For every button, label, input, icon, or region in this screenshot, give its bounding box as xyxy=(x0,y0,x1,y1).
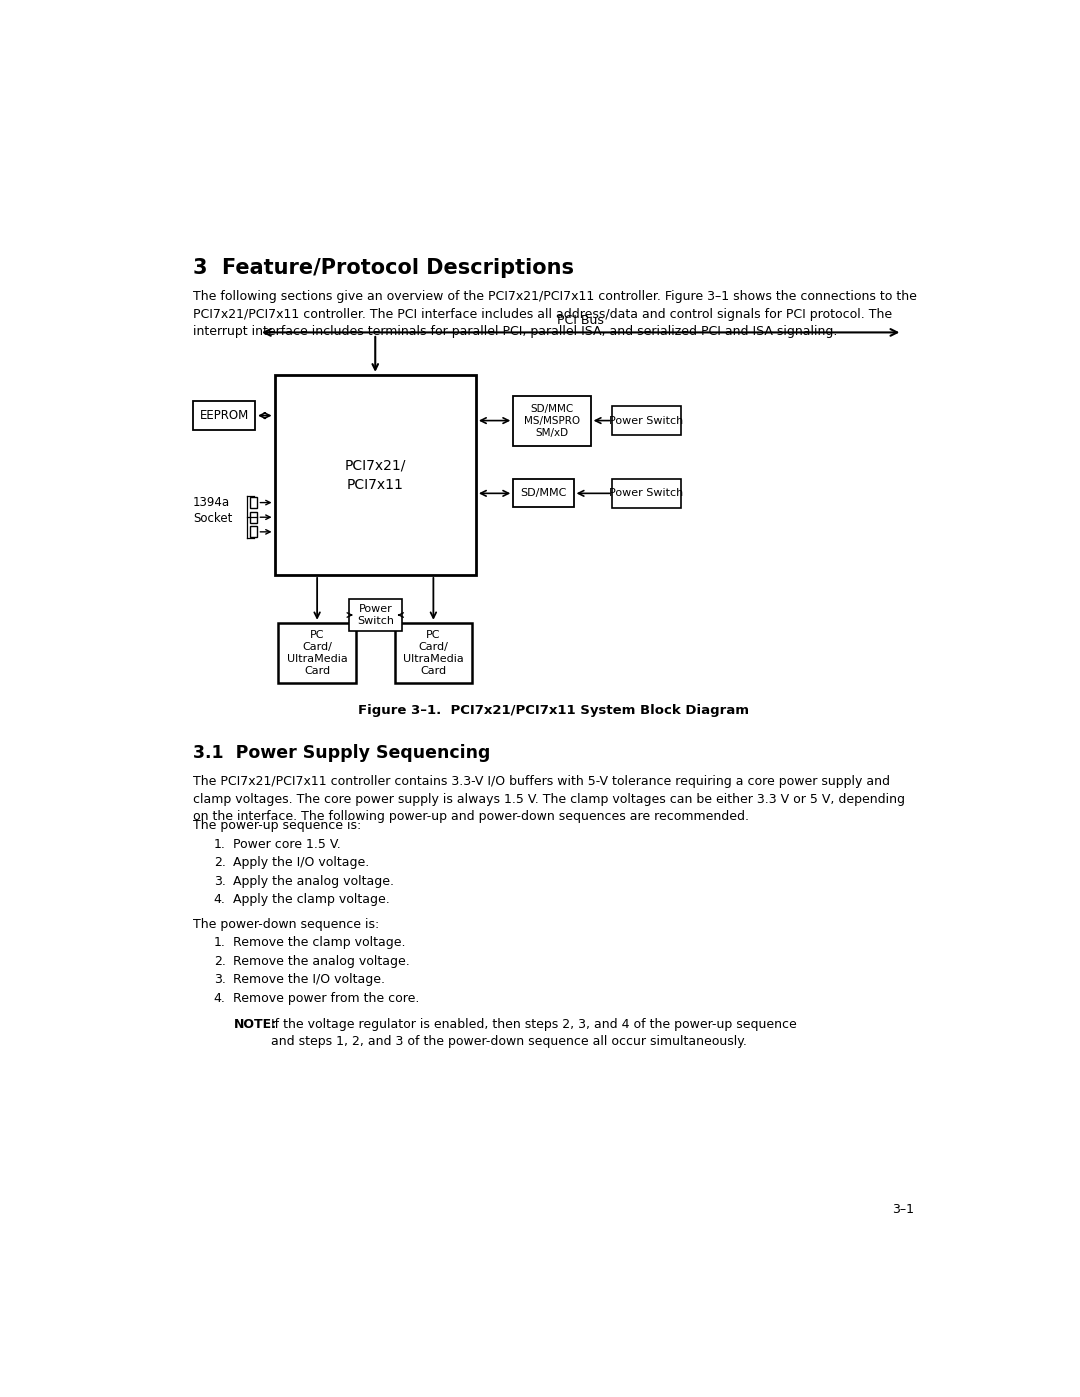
Text: 1.: 1. xyxy=(214,838,226,851)
Text: NOTE:: NOTE: xyxy=(233,1018,276,1031)
Text: 3  Feature/Protocol Descriptions: 3 Feature/Protocol Descriptions xyxy=(193,257,575,278)
Bar xyxy=(249,497,257,509)
Text: 3–1: 3–1 xyxy=(892,1203,914,1217)
Text: Figure 3–1.  PCI7x21/PCI7x11 System Block Diagram: Figure 3–1. PCI7x21/PCI7x11 System Block… xyxy=(357,704,750,717)
Text: 2.: 2. xyxy=(214,954,226,968)
Bar xyxy=(249,511,257,522)
Text: 1394a
Socket: 1394a Socket xyxy=(193,496,232,525)
Text: 3.1  Power Supply Sequencing: 3.1 Power Supply Sequencing xyxy=(193,745,490,763)
Text: 4.: 4. xyxy=(214,992,226,1004)
Bar xyxy=(279,623,356,683)
Text: PC
Card/
UltraMedia
Card: PC Card/ UltraMedia Card xyxy=(403,630,463,676)
Bar xyxy=(513,479,573,507)
Text: Power
Switch: Power Switch xyxy=(356,604,394,626)
Bar xyxy=(612,479,680,509)
Text: Remove the I/O voltage.: Remove the I/O voltage. xyxy=(233,974,386,986)
Bar xyxy=(349,599,402,631)
Text: PC
Card/
UltraMedia
Card: PC Card/ UltraMedia Card xyxy=(287,630,348,676)
Text: Apply the I/O voltage.: Apply the I/O voltage. xyxy=(233,856,369,869)
Text: PCI7x21/
PCI7x11: PCI7x21/ PCI7x11 xyxy=(345,458,406,492)
Text: Power core 1.5 V.: Power core 1.5 V. xyxy=(233,838,341,851)
Text: 4.: 4. xyxy=(214,893,226,907)
Bar xyxy=(612,407,680,436)
Text: SD/MMC: SD/MMC xyxy=(521,489,567,499)
Text: 3.: 3. xyxy=(214,974,226,986)
Text: SD/MMC
MS/MSPRO
SM/xD: SD/MMC MS/MSPRO SM/xD xyxy=(524,404,580,437)
Text: Power Switch: Power Switch xyxy=(609,489,684,499)
Text: Apply the analog voltage.: Apply the analog voltage. xyxy=(233,875,394,887)
Text: The following sections give an overview of the PCI7x21/PCI7x11 controller. Figur: The following sections give an overview … xyxy=(193,291,917,338)
Text: PCI Bus: PCI Bus xyxy=(557,314,604,327)
Text: The power-up sequence is:: The power-up sequence is: xyxy=(193,819,362,833)
Bar xyxy=(193,401,255,430)
Text: The power-down sequence is:: The power-down sequence is: xyxy=(193,918,379,930)
Text: Power Switch: Power Switch xyxy=(609,415,684,426)
Text: 2.: 2. xyxy=(214,856,226,869)
Text: 3.: 3. xyxy=(214,875,226,887)
Bar xyxy=(249,527,257,538)
Text: Apply the clamp voltage.: Apply the clamp voltage. xyxy=(233,893,390,907)
Text: Remove the analog voltage.: Remove the analog voltage. xyxy=(233,954,410,968)
Text: If the voltage regulator is enabled, then steps 2, 3, and 4 of the power-up sequ: If the voltage regulator is enabled, the… xyxy=(271,1018,796,1048)
Text: Remove power from the core.: Remove power from the core. xyxy=(233,992,420,1004)
Bar xyxy=(394,623,472,683)
Bar xyxy=(274,374,476,576)
Text: The PCI7x21/PCI7x11 controller contains 3.3-V I/O buffers with 5-V tolerance req: The PCI7x21/PCI7x11 controller contains … xyxy=(193,775,905,823)
Text: Remove the clamp voltage.: Remove the clamp voltage. xyxy=(233,936,406,949)
Text: 1.: 1. xyxy=(214,936,226,949)
Text: EEPROM: EEPROM xyxy=(200,409,248,422)
Bar xyxy=(513,395,591,446)
